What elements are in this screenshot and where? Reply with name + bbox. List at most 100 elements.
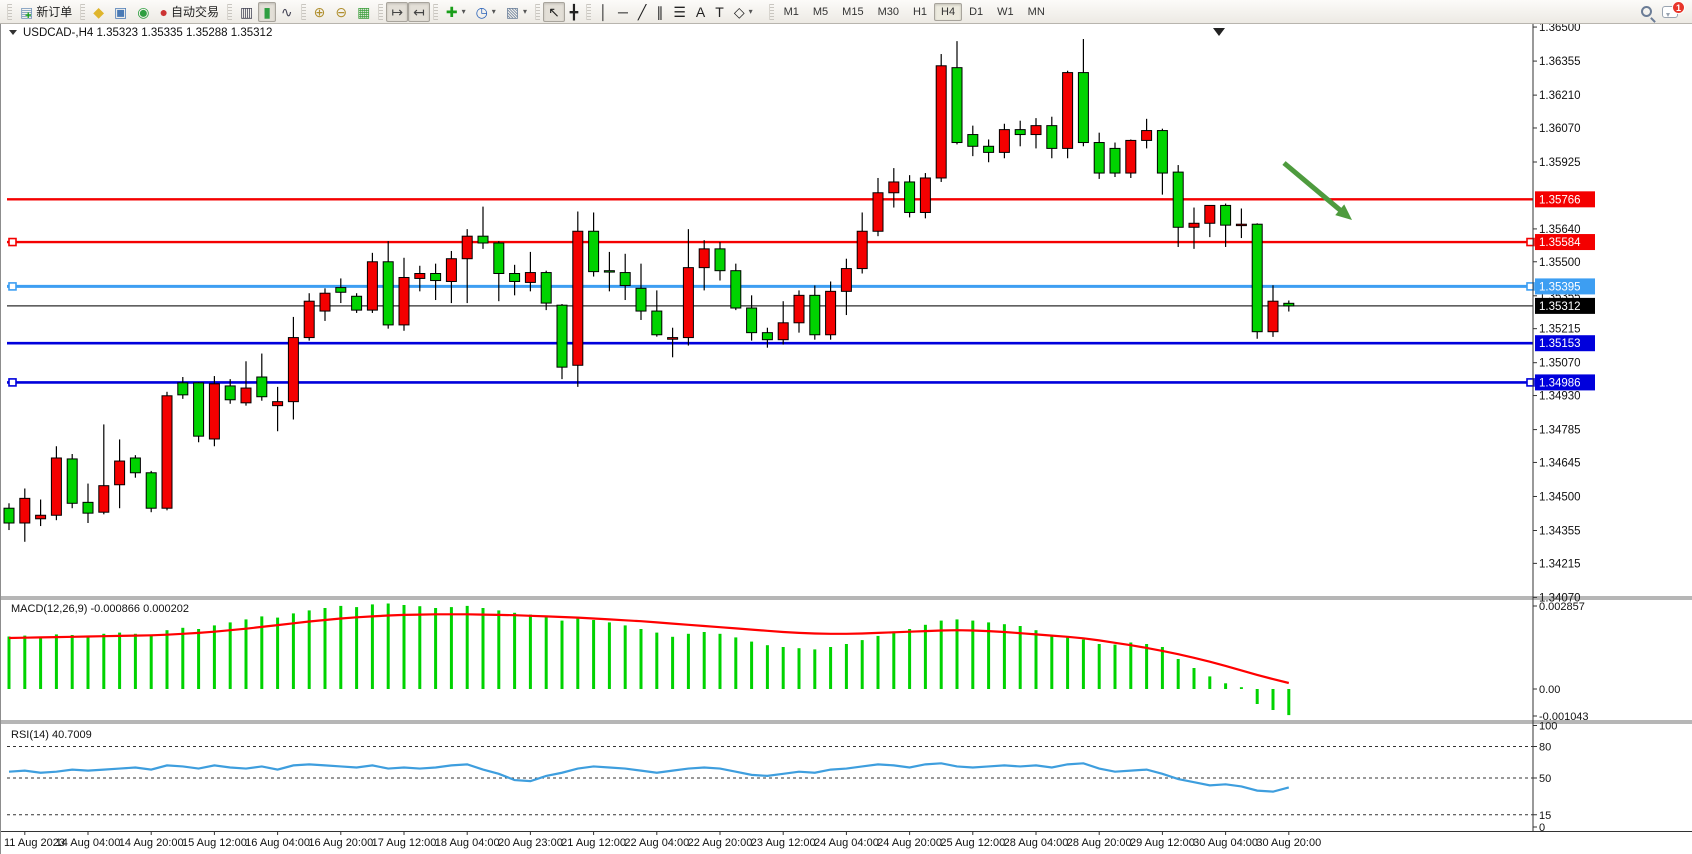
zoom-in-icon[interactable]: ⊕ <box>309 2 331 22</box>
template-icon-glyph: ▧ <box>505 3 520 20</box>
chart-shift-icon-glyph: ↦ <box>391 3 404 20</box>
macd-histogram-bar <box>623 625 627 689</box>
timeframe-w1[interactable]: W1 <box>997 5 1014 18</box>
macd-histogram-bar <box>1066 637 1070 689</box>
macd-histogram-bar <box>386 603 390 689</box>
cursor-icon[interactable]: ↖ <box>543 1 565 22</box>
market-watch-icon[interactable]: ◉ <box>132 2 154 22</box>
zoom-out-icon[interactable]: ⊖ <box>330 2 352 22</box>
price-badge-label: 1.35395 <box>1539 281 1581 293</box>
new-order-button-label: 新订单 <box>36 5 73 19</box>
dropdown-arrow-icon[interactable]: ▾ <box>491 7 496 16</box>
tile-windows-icon[interactable]: ▦ <box>352 2 375 22</box>
macd-histogram-bar <box>576 618 580 689</box>
toolbar-grip <box>7 3 12 20</box>
auto-scroll-icon[interactable]: ↤ <box>408 1 430 22</box>
candle-body-up <box>667 337 679 340</box>
dropdown-arrow-icon[interactable]: ▾ <box>461 7 466 16</box>
candlestick-chart-icon[interactable]: ▮ <box>258 1 276 22</box>
macd-tick-label: -0.001043 <box>1539 711 1589 723</box>
macd-histogram-bar <box>1176 659 1180 689</box>
candle-body-down <box>746 307 758 334</box>
template-icon[interactable]: ▧ ▾ <box>501 2 532 22</box>
candle-body-down <box>904 181 916 213</box>
candle-body-up <box>572 230 584 366</box>
depth-of-market-icon-glyph: ▣ <box>114 3 128 20</box>
search-icon[interactable] <box>1641 6 1652 17</box>
price-badge-label: 1.35766 <box>1539 194 1581 206</box>
timeframe-m15[interactable]: M15 <box>842 5 864 18</box>
fibonacci-icon[interactable]: ☰ <box>668 2 691 22</box>
shapes-icon[interactable]: ◇ ▾ <box>729 2 758 22</box>
macd-histogram-bar <box>971 620 975 689</box>
chart-pane[interactable]: USDCAD-,H4 1.35323 1.35335 1.35288 1.353… <box>0 22 1692 854</box>
notifications-icon[interactable]: 1 <box>1662 0 1685 18</box>
timeframe-h4[interactable]: H4 <box>934 2 963 21</box>
macd-histogram-bar <box>355 607 359 689</box>
dropdown-arrow-icon[interactable]: ▾ <box>748 7 753 16</box>
price-badge <box>1535 335 1595 352</box>
dropdown-arrow-icon[interactable]: ▾ <box>523 7 528 16</box>
candle-body-up <box>777 322 789 341</box>
macd-histogram-bar <box>876 635 880 689</box>
horizontal-line-icon[interactable]: ─ <box>613 2 633 22</box>
candle-body-up <box>998 129 1010 153</box>
trend-arrow-head[interactable] <box>1335 204 1352 220</box>
timeframe-m30[interactable]: M30 <box>877 5 899 18</box>
macd-histogram-bar <box>1287 689 1291 716</box>
macd-histogram-bar <box>908 629 912 689</box>
candle-body-up <box>524 272 536 283</box>
macd-histogram-bar <box>260 616 264 689</box>
macd-histogram-bar <box>939 620 943 689</box>
channel-icon[interactable]: ∥ <box>651 2 668 22</box>
line-handle[interactable] <box>8 378 17 387</box>
candle-body-up <box>98 485 110 513</box>
crosshair-icon[interactable]: ╋ <box>565 2 583 22</box>
macd-histogram-bar <box>1002 624 1006 689</box>
macd-histogram-bar <box>1097 644 1101 689</box>
chart-shift-marker-icon[interactable] <box>1213 28 1225 36</box>
macd-histogram-bar <box>560 620 564 689</box>
symbol-dropdown-icon[interactable] <box>9 30 17 35</box>
market-watch-icon-glyph: ◉ <box>137 3 150 20</box>
vertical-line-icon[interactable]: │ <box>594 2 613 22</box>
bar-chart-icon[interactable]: ▥ <box>235 2 258 22</box>
depth-of-market-icon[interactable]: ▣ <box>109 2 132 22</box>
macd-histogram-bar <box>86 636 90 689</box>
macd-histogram-bar <box>449 607 453 689</box>
timeframe-m1[interactable]: M1 <box>783 5 799 18</box>
price-badge <box>1535 234 1595 251</box>
line-handle[interactable] <box>1526 282 1535 291</box>
timeframe-d1[interactable]: D1 <box>969 5 984 18</box>
timeframe-h1[interactable]: H1 <box>912 5 928 18</box>
time-tick-label: 16 Aug 20:00 <box>308 837 373 849</box>
candle-body-up <box>445 258 457 282</box>
trendline-icon[interactable]: ╱ <box>633 2 651 22</box>
price-chart[interactable]: USDCAD-,H4 1.35323 1.35335 1.35288 1.353… <box>1 22 1692 854</box>
candle-body-down <box>145 472 157 509</box>
line-handle[interactable] <box>1526 378 1535 387</box>
autotrade-button[interactable]: ● 自动交易 <box>154 2 223 22</box>
macd-histogram-bar <box>513 612 517 689</box>
timeframe-m5[interactable]: M5 <box>812 5 829 18</box>
label-icon[interactable]: T <box>710 2 729 22</box>
bar-chart-icon-glyph: ▥ <box>239 3 254 20</box>
line-handle[interactable] <box>8 237 17 247</box>
crosshair-icon-glyph: ╋ <box>569 3 579 20</box>
line-handle[interactable] <box>8 282 17 291</box>
text-icon[interactable]: A <box>691 2 710 22</box>
line-handle[interactable] <box>1526 237 1535 247</box>
add-indicator-icon[interactable]: ✚ ▾ <box>441 2 471 22</box>
highlighter-icon[interactable]: ◆ <box>88 2 109 22</box>
highlighter-icon-glyph: ◆ <box>93 3 105 20</box>
timeframe-mn[interactable]: MN <box>1027 5 1045 18</box>
macd-histogram-bar <box>1160 647 1164 689</box>
price-tick-label: 1.35500 <box>1539 257 1581 269</box>
new-order-button[interactable]: ▤新订单 <box>15 2 77 22</box>
price-tick-label: 1.34930 <box>1539 391 1581 403</box>
trend-arrow-shaft[interactable] <box>1282 161 1344 214</box>
period-icon[interactable]: ◷ ▾ <box>471 2 501 22</box>
line-chart-icon[interactable]: ∿ <box>276 2 298 22</box>
chart-shift-icon[interactable]: ↦ <box>386 1 409 22</box>
